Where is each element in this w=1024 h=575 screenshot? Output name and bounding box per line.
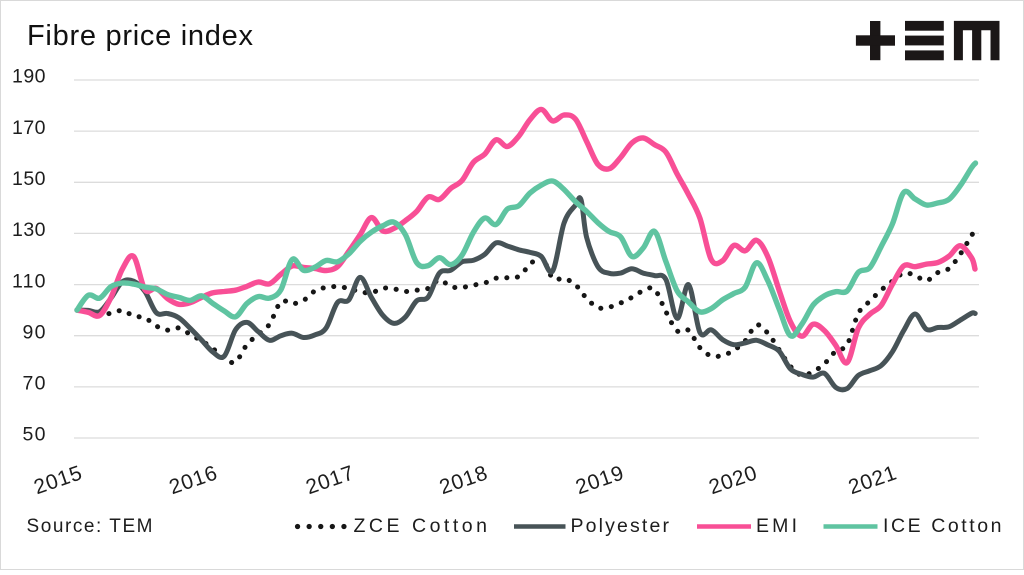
svg-text:Fibre price index: Fibre price index (27, 20, 254, 52)
svg-text:110: 110 (12, 270, 46, 292)
svg-text:130: 130 (12, 219, 46, 241)
svg-text:70: 70 (23, 373, 46, 395)
svg-text:170: 170 (12, 117, 46, 139)
svg-text:EMI: EMI (756, 515, 797, 537)
svg-text:150: 150 (12, 168, 46, 190)
svg-text:Source: TEM: Source: TEM (27, 516, 153, 537)
svg-text:190: 190 (12, 66, 46, 88)
svg-text:Polyester: Polyester (571, 515, 670, 537)
svg-text:ICE Cotton: ICE Cotton (883, 515, 1002, 537)
svg-text:ZCE Cotton: ZCE Cotton (354, 515, 488, 537)
svg-text:50: 50 (23, 424, 46, 446)
svg-text:90: 90 (23, 321, 46, 343)
